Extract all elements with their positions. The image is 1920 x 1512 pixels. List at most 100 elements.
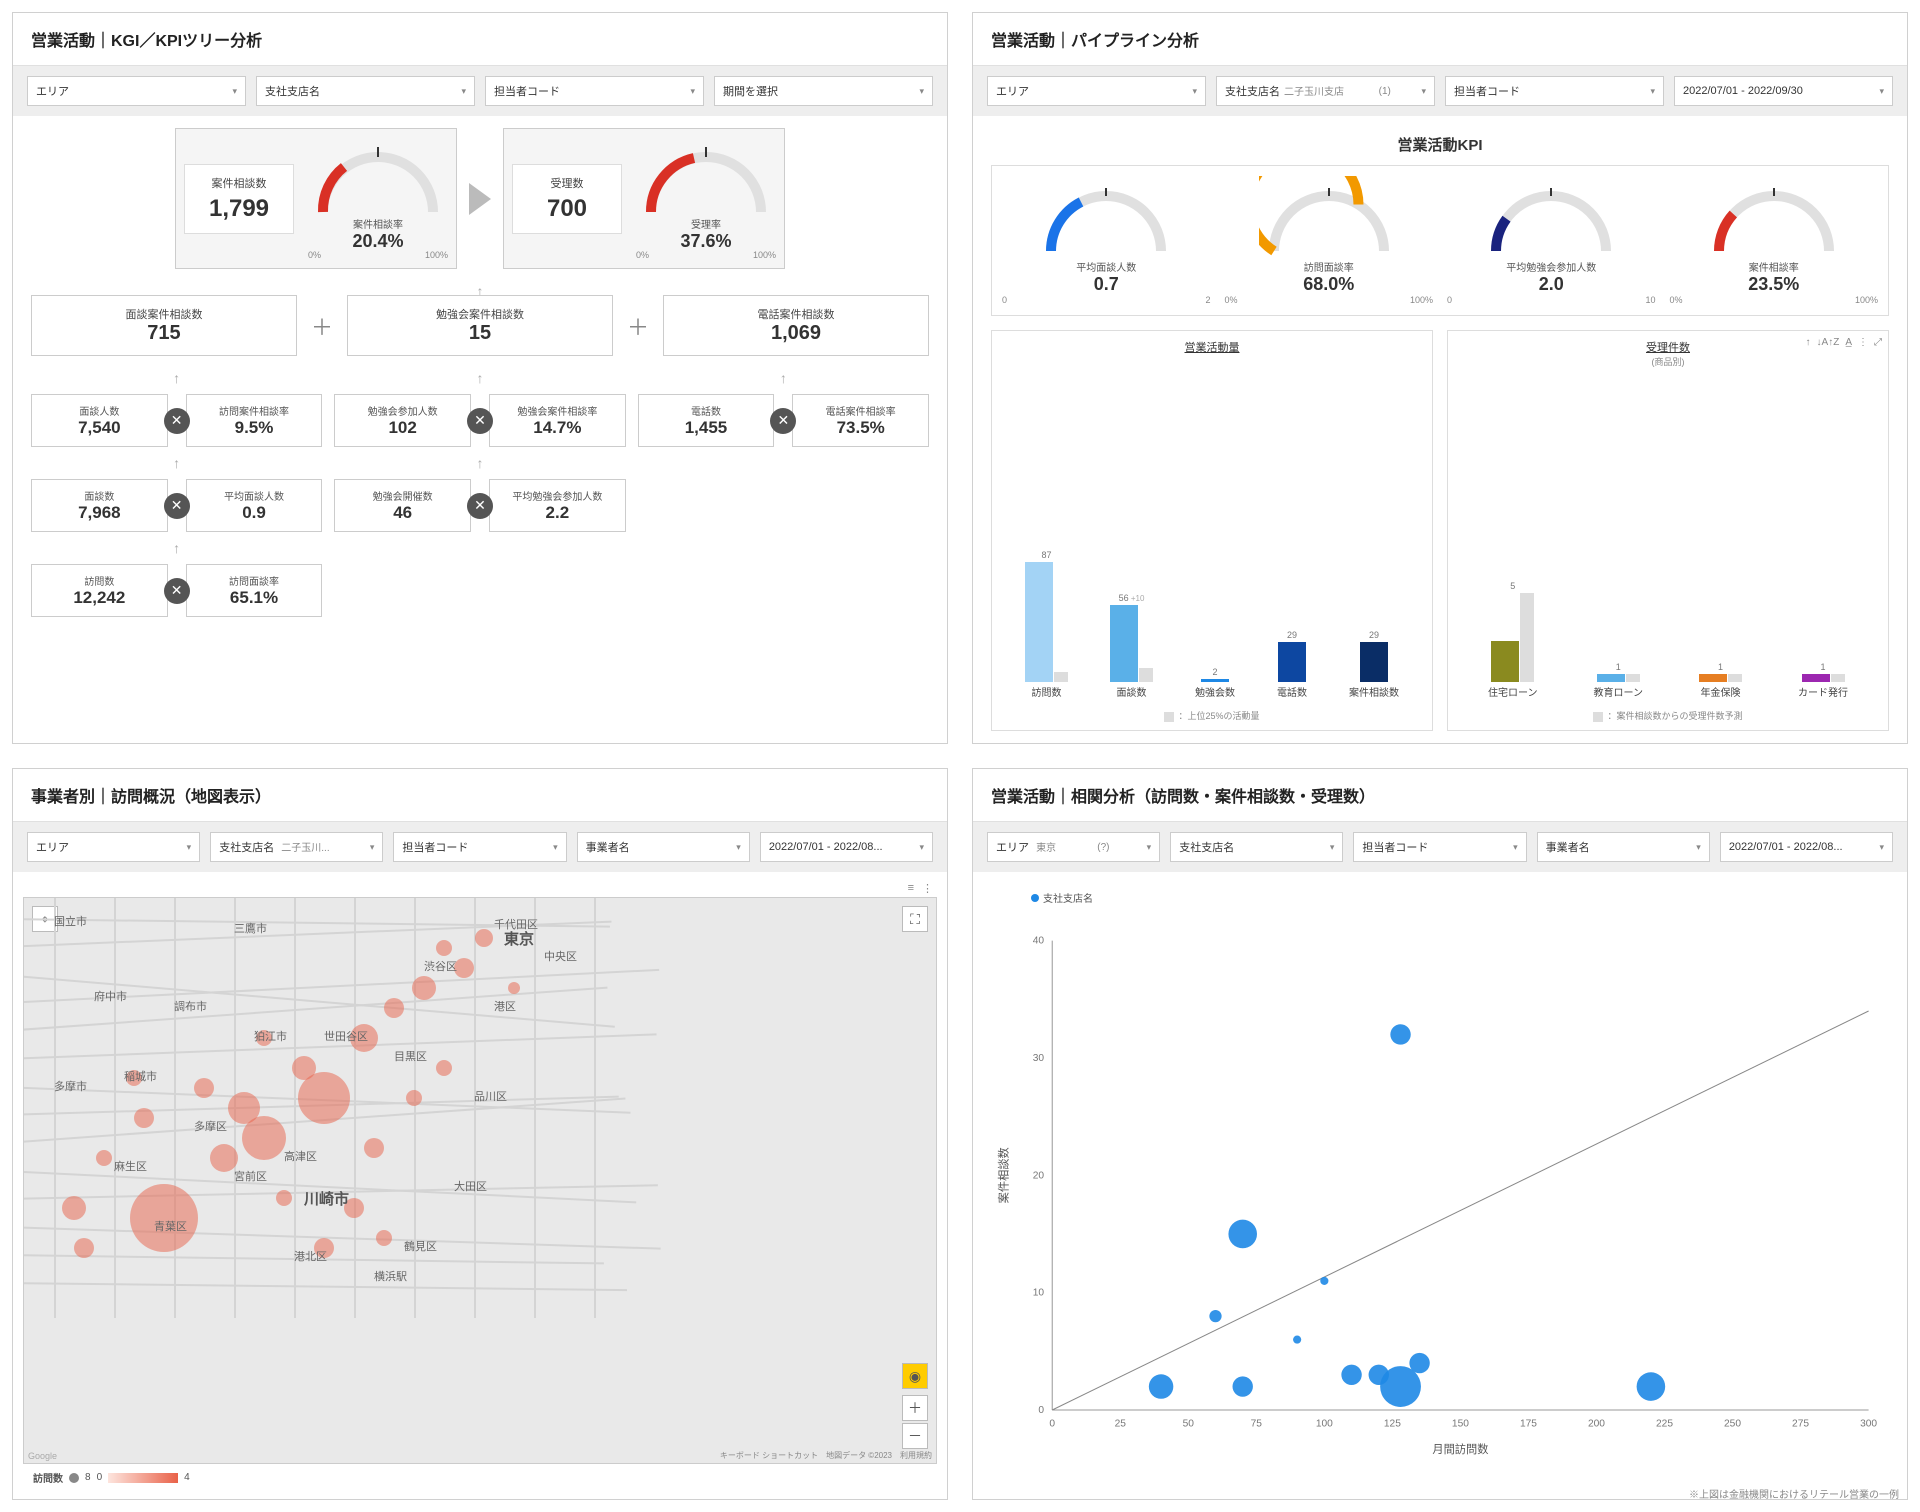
scatter-point[interactable]	[1293, 1336, 1301, 1344]
svg-text:10: 10	[1033, 1288, 1045, 1299]
filter-biz[interactable]: 事業者名▾	[577, 832, 750, 862]
legend-dot-icon	[1031, 894, 1039, 902]
filter-staff[interactable]: 担当者コード▾	[393, 832, 566, 862]
chevron-down-icon: ▾	[1879, 842, 1884, 853]
more-icon[interactable]: ⋮	[1858, 337, 1868, 348]
leaf-box: 平均面談人数0.9	[186, 479, 323, 532]
more-icon[interactable]: ⋮	[922, 882, 933, 895]
filter-icon[interactable]: ≡	[908, 882, 914, 895]
map-bubble[interactable]	[406, 1090, 422, 1106]
panel-map: 事業者別｜訪問概況（地図表示） エリア▾ 支社支店名 二子玉川...▾ 担当者コ…	[12, 768, 948, 1500]
chart-accepted: ↑ ↓A↑Z A̲ ⋮ ⤢ 受理件数 (商品別) 5 住宅ローン 1	[1447, 330, 1889, 731]
map-bubble[interactable]	[376, 1230, 392, 1246]
filter-area[interactable]: エリア▾	[987, 76, 1206, 106]
filter-label: 支社支店名二子玉川支店	[1225, 83, 1344, 99]
map-bubble[interactable]	[454, 958, 474, 978]
panel-kpi-tree: 営業活動｜KGI／KPIツリー分析 エリア▾ 支社支店名▾ 担当者コード▾ 期間…	[12, 12, 948, 744]
filter-branch[interactable]: 支社支店名▾	[256, 76, 475, 106]
map-label: 鶴見区	[404, 1238, 437, 1254]
filter-label: 担当者コード	[1362, 839, 1428, 855]
map-bubble[interactable]	[134, 1108, 154, 1128]
scatter-point[interactable]	[1637, 1372, 1666, 1401]
map-bubble[interactable]	[74, 1238, 94, 1258]
map-bubble[interactable]	[364, 1138, 384, 1158]
filter-area[interactable]: エリア 東京(?)▾	[987, 832, 1160, 862]
map-bubble[interactable]	[508, 982, 520, 994]
filter-branch[interactable]: 支社支店名二子玉川支店(1)▾	[1216, 76, 1435, 106]
scatter-point[interactable]	[1380, 1366, 1421, 1407]
scatter-point[interactable]	[1341, 1365, 1361, 1385]
map-bubble[interactable]	[412, 976, 436, 1000]
expand-icon[interactable]: ⤢	[1874, 337, 1882, 348]
filter-branch[interactable]: 支社支店名▾	[1170, 832, 1343, 862]
bar: 29 電話数	[1277, 630, 1307, 699]
map-bubble[interactable]	[96, 1150, 112, 1166]
map-legend: 訪問数 8 0 4	[23, 1464, 937, 1491]
map-bubble[interactable]	[475, 929, 493, 947]
chevron-down-icon: ▾	[1192, 86, 1197, 97]
map-bubble[interactable]	[194, 1078, 214, 1098]
panel-title: 事業者別｜訪問概況（地図表示）	[13, 769, 947, 822]
leaf-pair: 勉強会開催数46 ✕ 平均勉強会参加人数2.2	[334, 479, 625, 532]
map-bubble[interactable]	[384, 998, 404, 1018]
scatter-point[interactable]	[1149, 1374, 1173, 1398]
font-icon[interactable]: A̲	[1845, 337, 1852, 348]
metric-label: 平均勉強会参加人数	[500, 488, 615, 503]
filter-label: エリア	[36, 839, 69, 855]
map-bubble[interactable]	[436, 1060, 452, 1076]
tree-mid-row: 面談案件相談数715 ＋ 勉強会案件相談数15 ＋ 電話案件相談数1,069	[31, 295, 929, 356]
streetview-icon[interactable]: ◉	[902, 1363, 928, 1389]
plus-icon: ＋	[613, 310, 663, 342]
map-label: 稲城市	[124, 1068, 157, 1084]
sort-icon[interactable]: ↑	[1806, 337, 1811, 348]
sort-icon[interactable]: ↓A↑Z	[1817, 337, 1840, 348]
filter-area[interactable]: エリア▾	[27, 832, 200, 862]
chevron-down-icon: ▾	[1513, 842, 1518, 853]
leaf-box: 面談人数7,540	[31, 394, 168, 447]
bar-label: 年金保険	[1701, 684, 1741, 699]
map-canvas[interactable]: ⌖ ⛶ ◉ ＋ － キーボード ショートカット 地図データ ©2023 利用規約…	[23, 897, 937, 1464]
filter-biz[interactable]: 事業者名▾	[1537, 832, 1710, 862]
metric-value: 1,069	[678, 322, 914, 345]
bar-value: 2	[1212, 667, 1217, 677]
panel-scatter: 営業活動｜相関分析（訪問数・案件相談数・受理数） エリア 東京(?)▾ 支社支店…	[972, 768, 1908, 1500]
svg-text:50: 50	[1183, 1418, 1195, 1429]
bar-value: 5	[1510, 581, 1515, 591]
filter-branch[interactable]: 支社支店名 二子玉川...▾	[210, 832, 383, 862]
mid-meeting: 面談案件相談数715	[31, 295, 297, 356]
gauge-label: 案件相談率	[1670, 259, 1879, 274]
metric-label: 勉強会参加人数	[345, 403, 460, 418]
filter-period[interactable]: 2022/07/01 - 2022/08...▾	[760, 832, 933, 862]
map-bubble[interactable]	[276, 1190, 292, 1206]
map-bubble[interactable]	[436, 940, 452, 956]
map-bubble[interactable]	[62, 1196, 86, 1220]
multiply-icon: ✕	[164, 408, 190, 434]
scatter-point[interactable]	[1390, 1024, 1410, 1044]
map-bubble[interactable]	[228, 1092, 260, 1124]
svg-text:40: 40	[1033, 936, 1045, 947]
zoom-out-button[interactable]: －	[902, 1423, 928, 1449]
filter-period[interactable]: 2022/07/01 - 2022/09/30▾	[1674, 76, 1893, 106]
filter-area[interactable]: エリア▾	[27, 76, 246, 106]
bar-value: 29	[1287, 630, 1297, 640]
zoom-in-button[interactable]: ＋	[902, 1395, 928, 1421]
filter-staff[interactable]: 担当者コード▾	[1445, 76, 1664, 106]
map-label: 高津区	[284, 1148, 317, 1164]
scatter-point[interactable]	[1409, 1353, 1429, 1373]
bar: 1 教育ローン	[1594, 662, 1644, 699]
filter-staff[interactable]: 担当者コード ▾	[1353, 832, 1526, 862]
metric-label: 訪問面談率	[197, 573, 312, 588]
scatter-point[interactable]	[1209, 1310, 1221, 1322]
bar-rect-ghost	[1054, 672, 1068, 682]
gauge-max: 100%	[425, 250, 448, 260]
filter-staff[interactable]: 担当者コード▾	[485, 76, 704, 106]
filter-period[interactable]: 期間を選択▾	[714, 76, 933, 106]
chevron-down-icon: ▾	[919, 842, 924, 853]
scatter-point[interactable]	[1228, 1220, 1257, 1249]
map-label: 世田谷区	[324, 1028, 368, 1044]
scatter-point[interactable]	[1320, 1277, 1328, 1285]
map-bubble[interactable]	[292, 1056, 316, 1080]
fullscreen-icon[interactable]: ⛶	[902, 906, 928, 932]
scatter-point[interactable]	[1233, 1376, 1253, 1396]
filter-period[interactable]: 2022/07/01 - 2022/08...▾	[1720, 832, 1893, 862]
